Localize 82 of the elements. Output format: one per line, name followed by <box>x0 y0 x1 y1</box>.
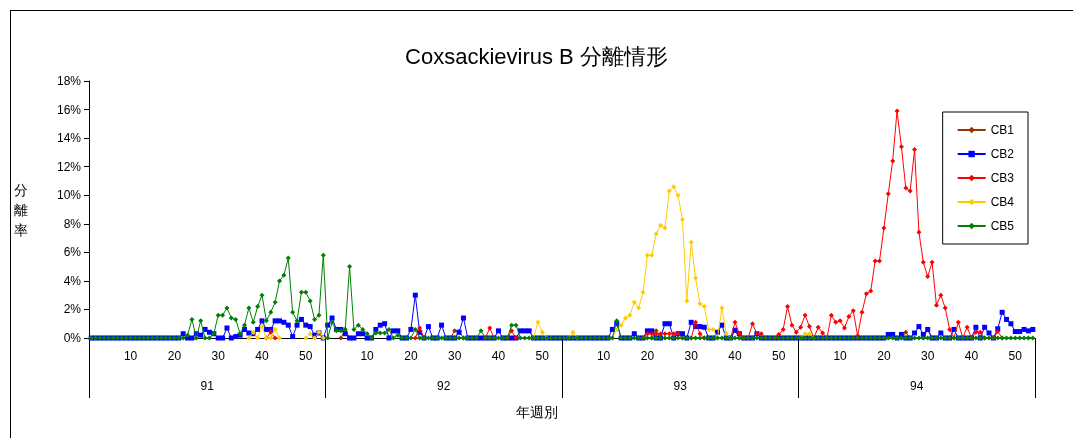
point <box>710 326 716 332</box>
point <box>671 184 677 190</box>
point <box>679 216 685 222</box>
point <box>806 331 812 337</box>
x-tick-label: 50 <box>535 349 550 363</box>
x-tick-label: 20 <box>167 349 182 363</box>
point <box>259 324 265 330</box>
point <box>653 231 659 237</box>
text: 94 <box>910 379 924 393</box>
point <box>688 239 694 245</box>
point <box>684 298 690 304</box>
x-tick-label: 50 <box>299 349 313 363</box>
point <box>268 335 274 341</box>
x-tick-label: 40 <box>728 349 742 363</box>
x-tick-label: 30 <box>448 349 462 363</box>
point <box>255 335 261 341</box>
x-tick-label: 50 <box>1008 349 1023 363</box>
y-tick-label: 2% <box>63 302 82 317</box>
x-tick-label: 20 <box>640 349 655 363</box>
legend-label: CB4 <box>990 195 1015 209</box>
text: 93 <box>673 379 688 393</box>
chart-title: Coxsackievirus B 分離情形 <box>405 43 668 69</box>
point <box>662 225 668 231</box>
x-tick-label: 40 <box>964 349 979 363</box>
legend-label: CB1 <box>990 123 1015 137</box>
point <box>658 222 664 228</box>
x-tick-label: 10 <box>596 349 611 363</box>
point <box>539 329 545 335</box>
point <box>338 335 344 341</box>
x-tick-label: 30 <box>211 349 226 363</box>
legend-label: CB3 <box>990 171 1015 185</box>
x-tick-label: 20 <box>877 349 891 363</box>
y-tick-label: 12% <box>56 159 82 174</box>
point <box>666 188 672 194</box>
y-tick-label: 18% <box>56 74 82 88</box>
y-tick-label: 4% <box>63 273 82 288</box>
point <box>535 319 541 325</box>
x-tick-label: 30 <box>921 349 935 363</box>
point <box>636 305 642 311</box>
point <box>272 326 278 332</box>
point <box>303 335 309 341</box>
point <box>277 335 283 341</box>
y-axis-title: 分離率 <box>14 182 28 238</box>
point <box>802 331 808 337</box>
x-tick-label: 40 <box>255 349 269 363</box>
point <box>623 315 628 321</box>
x-tick-label: 40 <box>491 349 506 363</box>
point <box>675 192 681 198</box>
point <box>631 299 637 305</box>
y-tick-label: 10% <box>56 188 82 203</box>
legend-label: CB2 <box>990 147 1015 161</box>
point <box>452 328 458 334</box>
y-tick-label: 16% <box>56 102 82 117</box>
point <box>701 304 707 310</box>
x-tick-label: 50 <box>772 349 786 363</box>
y-tick-label: 8% <box>63 216 82 231</box>
y-tick-label: 14% <box>56 131 82 146</box>
point <box>640 289 646 295</box>
x-tick-label: 20 <box>404 349 418 363</box>
x-tick-label: 10 <box>833 349 848 363</box>
point <box>719 305 725 311</box>
point <box>644 252 650 258</box>
point <box>693 275 699 281</box>
y-tick-label: 0% <box>63 331 82 345</box>
x-axis-title: 年週別 <box>515 404 558 420</box>
text: 91 <box>200 379 215 393</box>
point <box>570 329 576 335</box>
point <box>246 335 252 341</box>
legend-label: CB5 <box>990 219 1015 233</box>
x-tick-label: 10 <box>360 349 375 363</box>
x-tick-label: 10 <box>123 349 138 363</box>
point <box>697 301 703 307</box>
point <box>307 331 313 337</box>
point <box>723 331 729 337</box>
point <box>649 252 655 258</box>
point <box>706 326 712 332</box>
x-tick-label: 30 <box>684 349 699 363</box>
point <box>618 322 624 328</box>
text: 92 <box>437 379 451 393</box>
point <box>903 329 909 335</box>
point <box>627 312 633 318</box>
y-tick-label: 6% <box>63 245 82 260</box>
